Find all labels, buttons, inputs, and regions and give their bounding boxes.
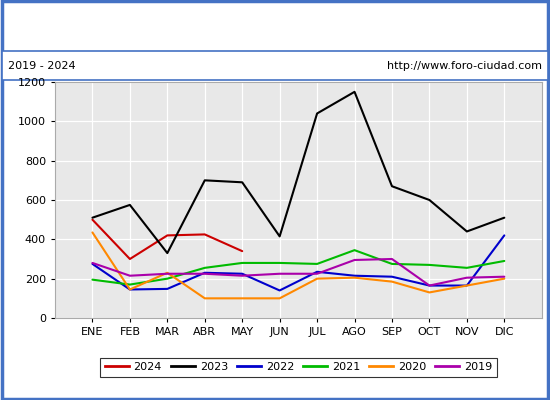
Legend: 2024, 2023, 2022, 2021, 2020, 2019: 2024, 2023, 2022, 2021, 2020, 2019 [100, 358, 497, 377]
Text: 2019 - 2024: 2019 - 2024 [8, 61, 76, 70]
Text: http://www.foro-ciudad.com: http://www.foro-ciudad.com [387, 61, 542, 70]
Text: Evolucion Nº Turistas Nacionales en el municipio de Pont de Molins: Evolucion Nº Turistas Nacionales en el m… [43, 19, 507, 33]
